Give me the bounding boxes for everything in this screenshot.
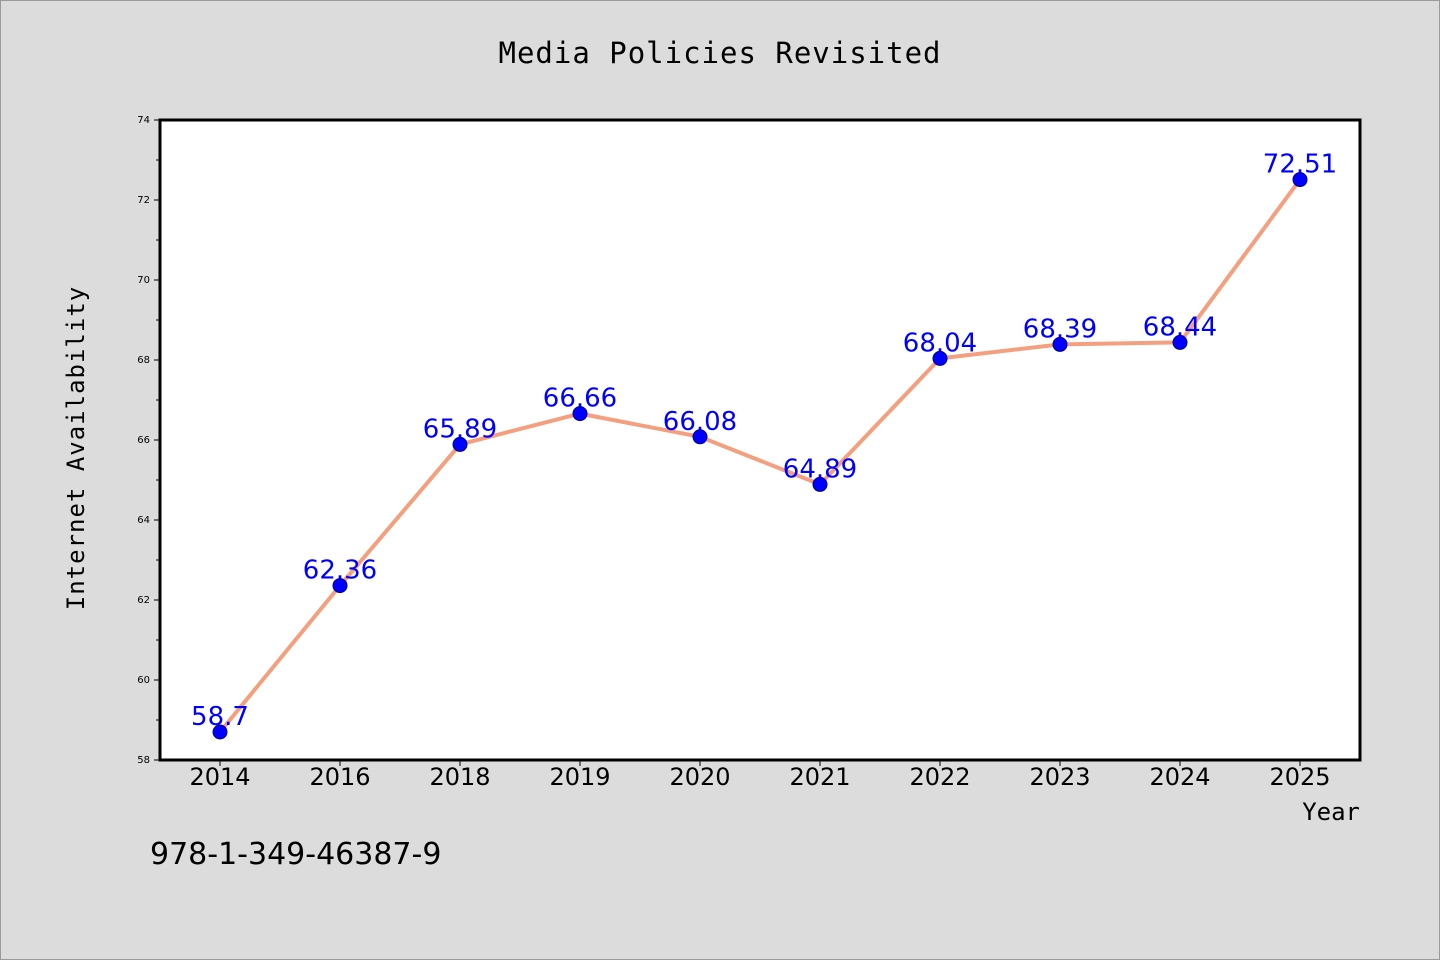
y-tick-label: 74 bbox=[137, 115, 150, 126]
x-tick-label: 2021 bbox=[789, 763, 850, 791]
data-point bbox=[212, 724, 228, 740]
y-tick-label: 64 bbox=[137, 515, 150, 526]
data-point bbox=[1292, 172, 1308, 188]
y-tick-label: 70 bbox=[137, 275, 150, 286]
data-label: 68.04 bbox=[903, 328, 977, 358]
data-label: 62.36 bbox=[303, 556, 377, 586]
data-label: 64.89 bbox=[783, 454, 857, 484]
data-label: 66.08 bbox=[663, 407, 737, 437]
y-tick-label: 60 bbox=[137, 675, 150, 686]
y-tick-label: 72 bbox=[137, 195, 150, 206]
data-label: 58.7 bbox=[191, 702, 249, 732]
x-tick-label: 2019 bbox=[549, 763, 610, 791]
data-point bbox=[812, 476, 828, 492]
x-tick-label: 2020 bbox=[669, 763, 730, 791]
series-layer: 58.7 62.36 65.89 66.66 66.08 64.89 68.04 68.39 6… bbox=[191, 150, 1337, 740]
data-point bbox=[692, 429, 708, 445]
data-point bbox=[452, 436, 468, 452]
x-tick-label: 2023 bbox=[1029, 763, 1090, 791]
y-axis: 58 60 62 64 66 68 70 72 74 bbox=[137, 115, 160, 766]
data-label: 68.44 bbox=[1143, 312, 1217, 342]
y-tick-label: 62 bbox=[137, 595, 150, 606]
x-tick-label: 2024 bbox=[1149, 763, 1210, 791]
data-point bbox=[572, 406, 588, 422]
footer-code: 978-1-349-46387-9 bbox=[150, 837, 441, 872]
x-tick-label: 2022 bbox=[909, 763, 970, 791]
data-point bbox=[1052, 336, 1068, 352]
data-label: 72.51 bbox=[1263, 150, 1337, 180]
x-tick-label: 2018 bbox=[429, 763, 490, 791]
chart-title: Media Policies Revisited bbox=[498, 36, 941, 70]
plot-area bbox=[158, 118, 1362, 762]
y-tick-label: 66 bbox=[137, 435, 150, 446]
data-point bbox=[932, 350, 948, 366]
data-label: 66.66 bbox=[543, 384, 617, 414]
data-point bbox=[332, 578, 348, 594]
data-label: 68.39 bbox=[1023, 314, 1097, 344]
y-tick-label: 68 bbox=[137, 355, 150, 366]
series-line bbox=[218, 177, 1302, 734]
x-axis: 2014 2016 2018 2019 2020 2021 2022 2023 2024 2025 bbox=[189, 760, 1331, 791]
x-tick-label: 2014 bbox=[189, 763, 250, 791]
x-tick-label: 2016 bbox=[309, 763, 370, 791]
y-axis-label: Internet Availability bbox=[62, 286, 90, 610]
y-tick-label: 58 bbox=[137, 755, 150, 766]
x-axis-label: Year bbox=[1302, 798, 1360, 826]
data-point bbox=[1172, 334, 1188, 350]
x-tick-label: 2025 bbox=[1269, 763, 1330, 791]
data-label: 65.89 bbox=[423, 414, 497, 444]
